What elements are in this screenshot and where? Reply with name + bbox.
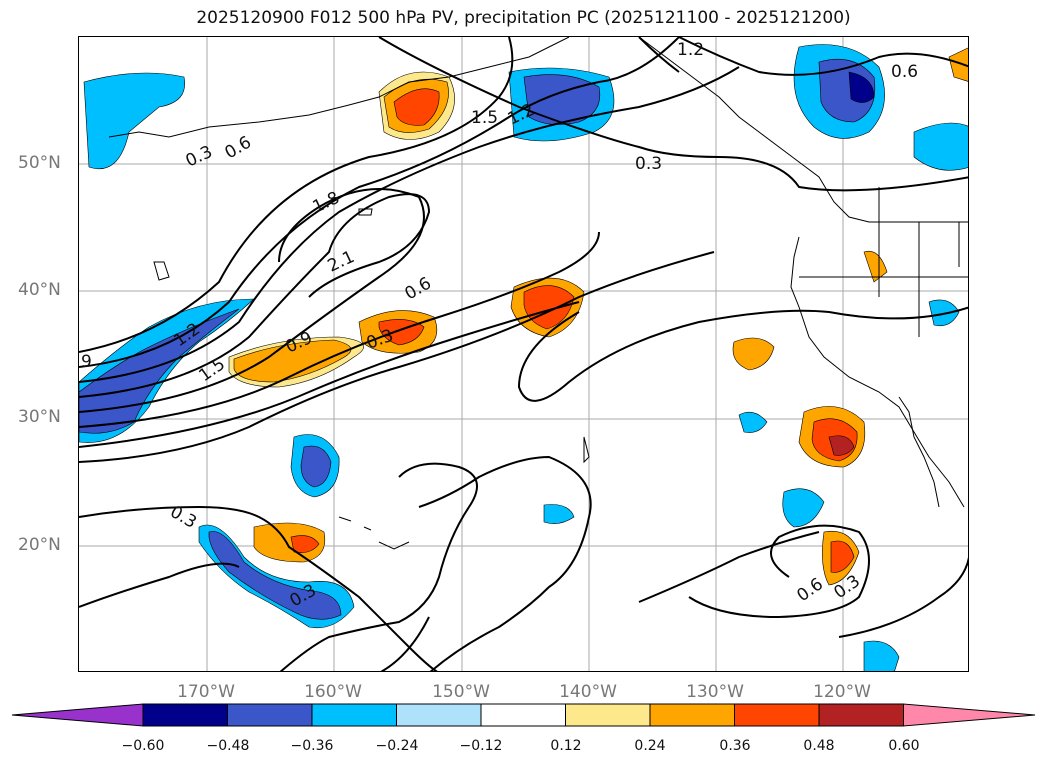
precip-shading — [79, 44, 968, 671]
colorbar-extend-high — [903, 703, 1036, 727]
lon-label: 120°W — [813, 682, 871, 702]
lon-label: 160°W — [304, 682, 362, 702]
contour-label: 1.5 — [471, 108, 498, 128]
lat-label: 40°N — [18, 280, 61, 300]
pv-contours — [79, 37, 968, 671]
colorbar-bin — [734, 703, 820, 727]
map-title: 2025120900 F012 500 hPa PV, precipitatio… — [196, 8, 851, 28]
contour-label: 1.2 — [677, 40, 704, 60]
lon-label: 150°W — [432, 682, 490, 702]
contour-label: 9 — [81, 352, 92, 372]
contour-label: 0.3 — [635, 154, 662, 174]
colorbar-tick-label: 0.60 — [888, 738, 920, 754]
contour-label: 0.6 — [402, 273, 435, 304]
colorbar-tick-label: 0.12 — [550, 738, 582, 754]
contour-label: 0.3 — [183, 142, 216, 172]
lon-label: 170°W — [177, 682, 235, 702]
colorbar-bin — [480, 703, 566, 727]
colorbar-tick-label: 0.48 — [803, 738, 835, 754]
colorbar-extend-low — [11, 703, 144, 727]
colorbar-bin — [142, 703, 228, 727]
map-canvas: 1.2 0.6 1.5 1.2 0.3 0.3 0.6 1.8 2.1 0.6 … — [79, 37, 968, 671]
colorbar-tick-label: −0.48 — [206, 738, 250, 754]
contour-label: 0.6 — [891, 62, 918, 82]
contour-label: 0.6 — [793, 574, 827, 606]
colorbar-bin — [227, 703, 313, 727]
colorbar-bin — [649, 703, 735, 727]
colorbar-tick-label: 0.24 — [634, 738, 666, 754]
colorbar-tick-label: −0.60 — [121, 738, 165, 754]
map-panel: 1.2 0.6 1.5 1.2 0.3 0.3 0.6 1.8 2.1 0.6 … — [78, 36, 969, 672]
coastlines — [108, 37, 968, 550]
colorbar-bin — [311, 703, 397, 727]
colorbar-tick-label: −0.12 — [459, 738, 503, 754]
lat-label: 20°N — [18, 535, 61, 555]
colorbar-bin — [565, 703, 651, 727]
colorbar-bin — [396, 703, 482, 727]
lat-label: 30°N — [18, 407, 61, 427]
colorbar-tick-label: 0.36 — [719, 738, 751, 754]
lon-label: 140°W — [559, 682, 617, 702]
colorbar-bin — [818, 703, 904, 727]
colorbar-tick-label: −0.24 — [375, 738, 419, 754]
colorbar-tick-label: −0.36 — [290, 738, 334, 754]
lat-label: 50°N — [18, 153, 61, 173]
lon-label: 130°W — [686, 682, 744, 702]
contour-label: 0.6 — [222, 132, 255, 163]
